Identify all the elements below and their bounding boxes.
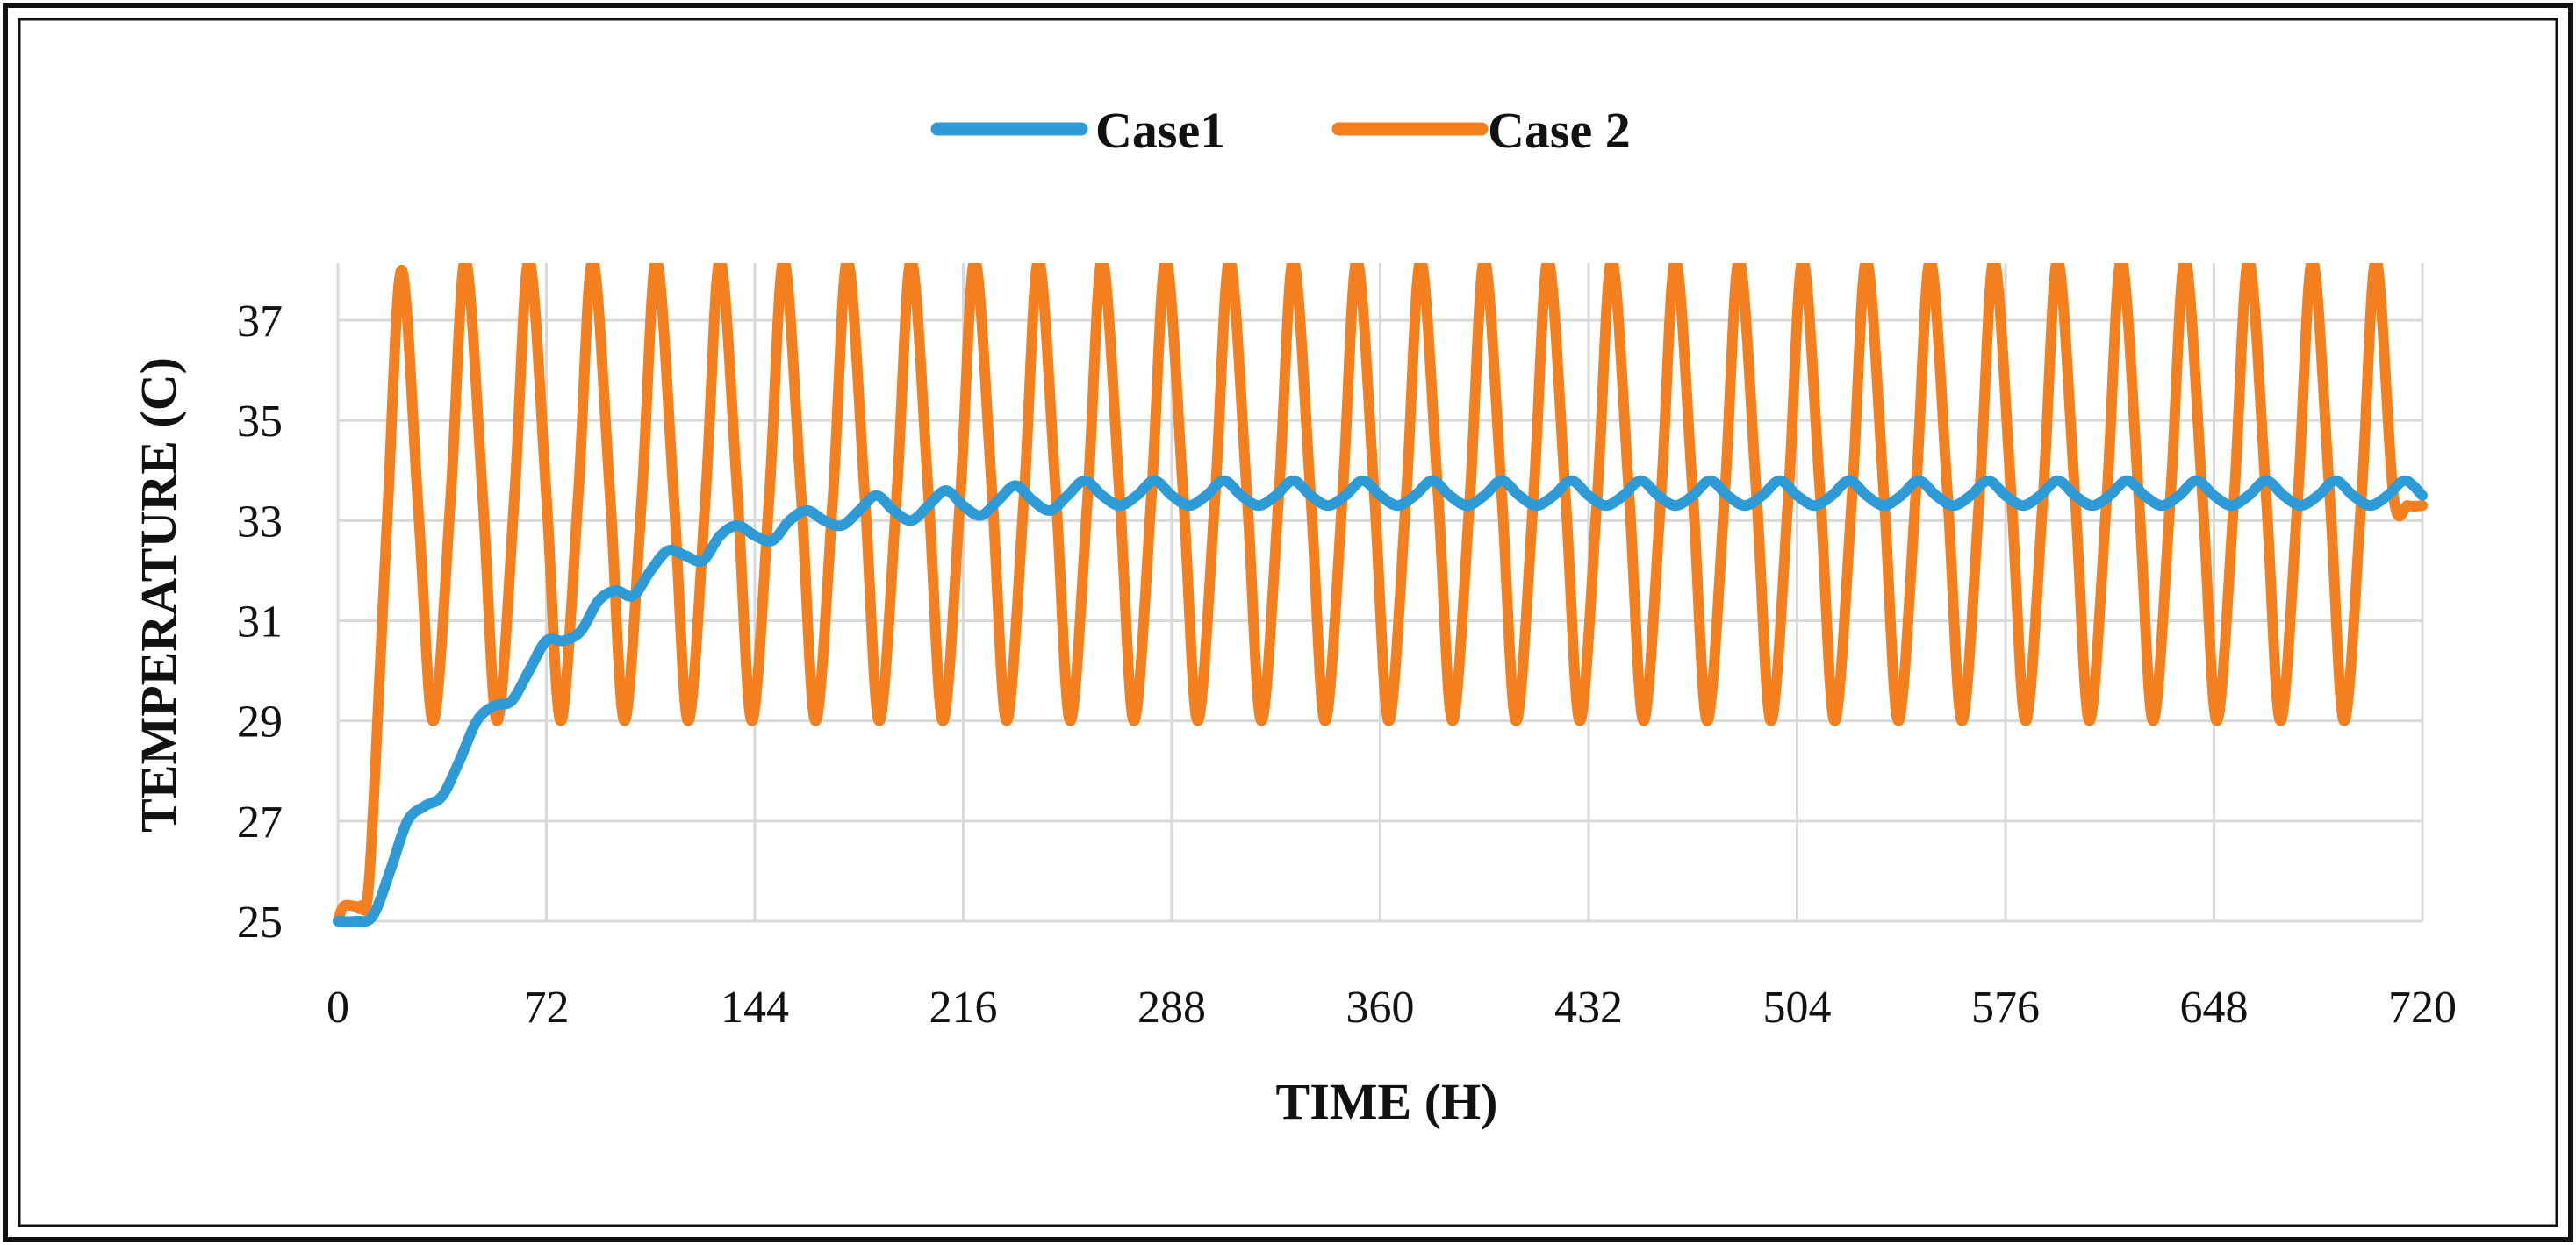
y-tick-label-29: 29 bbox=[237, 698, 283, 748]
y-tick-label-27: 27 bbox=[237, 798, 283, 848]
x-tick-label-576: 576 bbox=[1971, 983, 2040, 1033]
inner-border bbox=[18, 18, 2558, 1227]
y-tick-label-31: 31 bbox=[237, 597, 283, 648]
legend-label-case2: Case 2 bbox=[1488, 102, 1631, 159]
series-line-case1 bbox=[333, 475, 2428, 927]
x-tick-label-288: 288 bbox=[1137, 983, 1206, 1033]
series-lines bbox=[333, 263, 2428, 927]
y-axis-title: TEMPERATURE (C) bbox=[130, 357, 187, 833]
x-tick-label-432: 432 bbox=[1554, 983, 1623, 1033]
x-tick-label-72: 72 bbox=[524, 983, 570, 1033]
y-tick-label-37: 37 bbox=[237, 297, 283, 347]
x-tick-label-0: 0 bbox=[326, 983, 349, 1033]
y-tick-label-33: 33 bbox=[237, 497, 283, 547]
x-axis-title: TIME (H) bbox=[1276, 1073, 1498, 1130]
x-tick-label-648: 648 bbox=[2180, 983, 2249, 1033]
x-tick-label-360: 360 bbox=[1346, 983, 1415, 1033]
legend-label-case1: Case1 bbox=[1095, 102, 1225, 159]
y-tick-label-35: 35 bbox=[237, 397, 283, 447]
gridlines bbox=[336, 263, 2424, 923]
x-axis-tick-labels: 0 72 144 216 288 360 432 504 576 648 720 bbox=[326, 983, 2457, 1033]
x-tick-label-144: 144 bbox=[721, 983, 789, 1033]
x-tick-label-216: 216 bbox=[929, 983, 998, 1033]
x-tick-label-504: 504 bbox=[1763, 983, 1832, 1033]
x-tick-label-720: 720 bbox=[2388, 983, 2457, 1033]
y-axis-tick-labels: 25 27 29 31 33 35 37 bbox=[237, 297, 283, 948]
outer-border bbox=[3, 3, 2573, 1242]
y-tick-label-25: 25 bbox=[237, 898, 283, 948]
legend: Case1 Case 2 bbox=[930, 102, 1631, 159]
